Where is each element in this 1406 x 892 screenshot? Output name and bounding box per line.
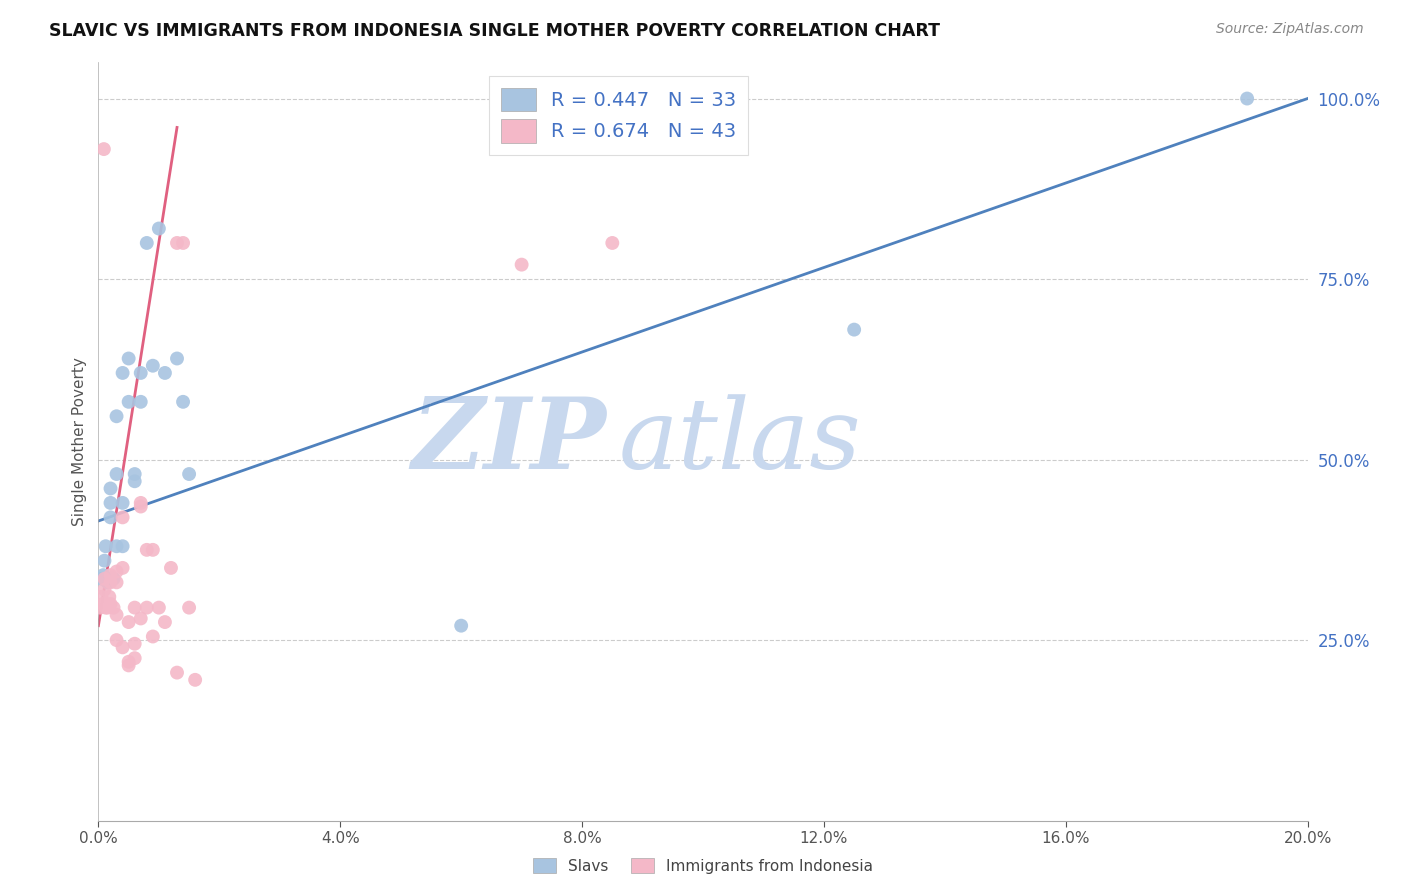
Point xyxy=(179,600,201,615)
Point xyxy=(96,600,118,615)
Point xyxy=(90,572,112,586)
Point xyxy=(153,366,176,380)
Point xyxy=(135,235,157,250)
Point xyxy=(129,496,152,510)
Point xyxy=(111,366,134,380)
Point xyxy=(184,673,207,687)
Legend: R = 0.447   N = 33, R = 0.674   N = 43: R = 0.447 N = 33, R = 0.674 N = 43 xyxy=(489,76,748,154)
Point xyxy=(166,665,188,680)
Point xyxy=(129,611,152,625)
Point xyxy=(98,590,121,604)
Point xyxy=(118,615,141,629)
Point xyxy=(172,235,194,250)
Point xyxy=(1236,91,1258,105)
Point xyxy=(90,590,112,604)
Point xyxy=(100,568,122,582)
Point xyxy=(93,142,115,156)
Point xyxy=(172,394,194,409)
Point xyxy=(100,575,122,590)
Point xyxy=(142,630,165,644)
Text: atlas: atlas xyxy=(619,394,860,489)
Y-axis label: Single Mother Poverty: Single Mother Poverty xyxy=(72,357,87,526)
Point xyxy=(142,359,165,373)
Point xyxy=(602,235,624,250)
Point xyxy=(105,467,128,481)
Point xyxy=(98,572,121,586)
Point xyxy=(111,561,134,575)
Point xyxy=(100,482,122,496)
Point xyxy=(166,351,188,366)
Point xyxy=(94,539,117,553)
Point xyxy=(166,235,188,250)
Text: ZIP: ZIP xyxy=(412,393,606,490)
Point xyxy=(510,258,533,272)
Point xyxy=(100,496,122,510)
Point xyxy=(93,554,115,568)
Point xyxy=(124,651,146,665)
Point xyxy=(111,510,134,524)
Point xyxy=(129,394,152,409)
Point xyxy=(450,618,472,632)
Point xyxy=(89,600,111,615)
Point xyxy=(96,575,118,590)
Point xyxy=(135,542,157,557)
Point xyxy=(105,607,128,622)
Point xyxy=(111,640,134,655)
Point xyxy=(105,409,128,424)
Point xyxy=(148,221,170,235)
Point xyxy=(129,366,152,380)
Point xyxy=(105,565,128,579)
Point xyxy=(105,633,128,648)
Point xyxy=(111,496,134,510)
Point xyxy=(118,658,141,673)
Point xyxy=(100,510,122,524)
Legend: Slavs, Immigrants from Indonesia: Slavs, Immigrants from Indonesia xyxy=(527,852,879,880)
Point xyxy=(142,542,165,557)
Point xyxy=(118,394,141,409)
Point xyxy=(111,539,134,553)
Point xyxy=(105,539,128,553)
Point xyxy=(844,323,866,337)
Point xyxy=(93,582,115,597)
Point xyxy=(103,600,125,615)
Point xyxy=(153,615,176,629)
Text: SLAVIC VS IMMIGRANTS FROM INDONESIA SINGLE MOTHER POVERTY CORRELATION CHART: SLAVIC VS IMMIGRANTS FROM INDONESIA SING… xyxy=(49,22,941,40)
Point xyxy=(94,600,117,615)
Point xyxy=(105,575,128,590)
Point xyxy=(103,572,125,586)
Point xyxy=(91,597,114,611)
Point xyxy=(179,467,201,481)
Text: Source: ZipAtlas.com: Source: ZipAtlas.com xyxy=(1216,22,1364,37)
Point xyxy=(100,597,122,611)
Point xyxy=(160,561,183,575)
Point xyxy=(124,475,146,489)
Point xyxy=(100,572,122,586)
Point xyxy=(124,467,146,481)
Point xyxy=(118,655,141,669)
Point xyxy=(124,637,146,651)
Point xyxy=(124,600,146,615)
Point xyxy=(91,568,114,582)
Point xyxy=(118,351,141,366)
Point xyxy=(148,600,170,615)
Point xyxy=(135,600,157,615)
Point xyxy=(129,500,152,514)
Point xyxy=(93,572,115,586)
